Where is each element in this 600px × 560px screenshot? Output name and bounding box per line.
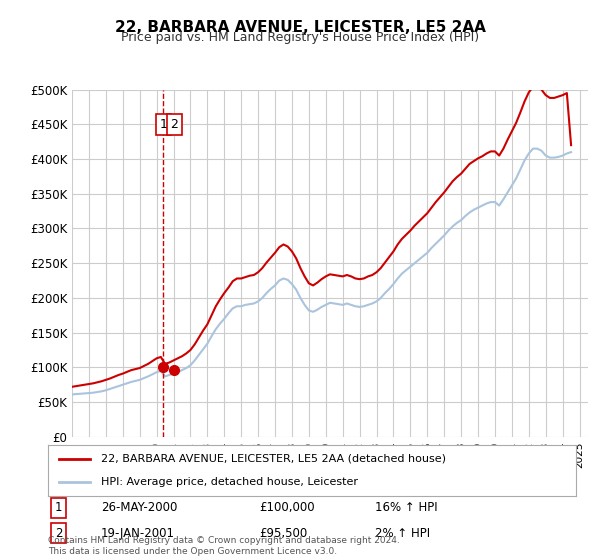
Text: 22, BARBARA AVENUE, LEICESTER, LE5 2AA: 22, BARBARA AVENUE, LEICESTER, LE5 2AA (115, 20, 485, 35)
Text: Price paid vs. HM Land Registry's House Price Index (HPI): Price paid vs. HM Land Registry's House … (121, 31, 479, 44)
Text: 1: 1 (160, 118, 167, 131)
Text: HPI: Average price, detached house, Leicester: HPI: Average price, detached house, Leic… (101, 477, 358, 487)
Text: 19-JAN-2001: 19-JAN-2001 (101, 526, 175, 540)
Text: 2: 2 (170, 118, 178, 131)
Text: 16% ↑ HPI: 16% ↑ HPI (376, 501, 438, 515)
Text: 2% ↑ HPI: 2% ↑ HPI (376, 526, 430, 540)
Text: Contains HM Land Registry data © Crown copyright and database right 2024.
This d: Contains HM Land Registry data © Crown c… (48, 536, 400, 556)
Text: 1: 1 (55, 501, 62, 515)
Text: £100,000: £100,000 (259, 501, 315, 515)
Text: 26-MAY-2000: 26-MAY-2000 (101, 501, 177, 515)
Text: 2: 2 (55, 526, 62, 540)
Text: £95,500: £95,500 (259, 526, 307, 540)
Text: 22, BARBARA AVENUE, LEICESTER, LE5 2AA (detached house): 22, BARBARA AVENUE, LEICESTER, LE5 2AA (… (101, 454, 446, 464)
